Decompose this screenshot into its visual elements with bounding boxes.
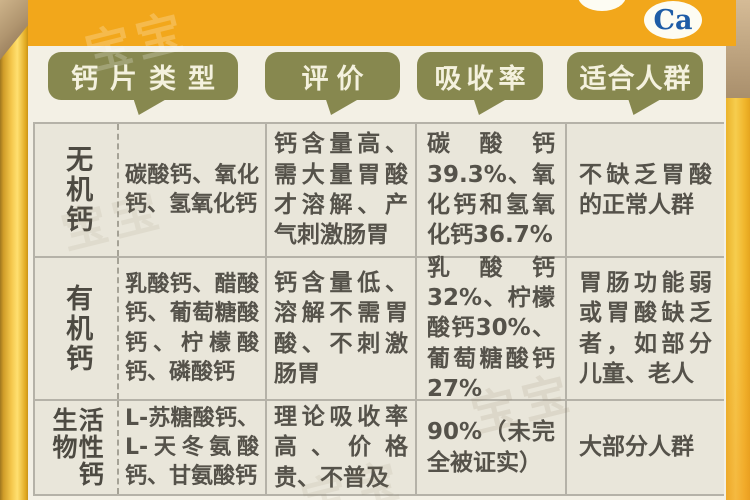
- suitable-text: 大部分人群: [579, 434, 694, 461]
- types-text: 碳酸钙、氧化钙、氢氧化钙: [125, 162, 259, 217]
- types-text: L-苏糖酸钙、L-天冬氨酸钙、甘氨酸钙: [125, 405, 259, 490]
- left-frame-edge: [0, 0, 28, 500]
- category-vertical-label: 有机钙: [61, 283, 93, 374]
- evaluation-cell: 钙含量低、溶解不需胃酸、不刺激肠胃: [265, 258, 415, 399]
- absorption-cell: 碳酸钙39.3%、氧化钙和氢氧化钙36.7%: [415, 124, 565, 256]
- partial-circle-decoration: [578, 0, 626, 11]
- column-header-absorption: 吸收率: [417, 52, 543, 100]
- category-label-cell: 生物 活性钙: [35, 401, 117, 494]
- suitable-cell: 不缺乏胃酸的正常人群: [565, 124, 724, 256]
- category-vertical-label: 无机钙: [61, 145, 93, 235]
- calcium-logo-text: Ca: [653, 4, 693, 36]
- category-label-text: 生物: [49, 407, 78, 461]
- evaluation-cell: 钙含量高、需大量胃酸才溶解、产气刺激肠胃: [265, 124, 415, 256]
- evaluation-text: 理论吸收率高、价格贵、不普及: [274, 403, 408, 491]
- absorption-text: 90%（未完全被证实）: [427, 419, 555, 476]
- suitable-cell: 大部分人群: [565, 401, 724, 494]
- category-label-text: 有机钙: [61, 283, 93, 374]
- evaluation-text: 钙含量低、溶解不需胃酸、不刺激肠胃: [274, 269, 408, 387]
- column-header-evaluation: 评价: [265, 52, 400, 100]
- column-header-type: 钙片类型: [48, 52, 238, 100]
- table-row-inorganic: 无机钙 碳酸钙、氧化钙、氢氧化钙 钙含量高、需大量胃酸才溶解、产气刺激肠胃 碳酸…: [35, 124, 724, 258]
- types-text: 乳酸钙、醋酸钙、葡萄糖酸钙、柠檬酸钙、磷酸钙: [125, 272, 259, 385]
- calcium-logo: Ca: [644, 1, 702, 39]
- comparison-table: 无机钙 碳酸钙、氧化钙、氢氧化钙 钙含量高、需大量胃酸才溶解、产气刺激肠胃 碳酸…: [33, 122, 724, 496]
- evaluation-cell: 理论吸收率高、价格贵、不普及: [265, 401, 415, 494]
- types-cell: L-苏糖酸钙、L-天冬氨酸钙、甘氨酸钙: [117, 401, 265, 494]
- absorption-text: 碳酸钙39.3%、氧化钙和氢氧化钙36.7%: [427, 131, 555, 249]
- category-label-text: 无机钙: [61, 145, 93, 235]
- evaluation-text: 钙含量高、需大量胃酸才溶解、产气刺激肠胃: [274, 131, 408, 249]
- suitable-cell: 胃肠功能弱或胃酸缺乏者，如部分儿童、老人: [565, 258, 724, 399]
- category-label-text: 活性钙: [75, 407, 105, 488]
- category-label-cell: 有机钙: [35, 258, 117, 399]
- types-cell: 乳酸钙、醋酸钙、葡萄糖酸钙、柠檬酸钙、磷酸钙: [117, 258, 265, 399]
- types-cell: 碳酸钙、氧化钙、氢氧化钙: [117, 124, 265, 256]
- top-banner: Ca: [28, 0, 736, 46]
- category-label-cell: 无机钙: [35, 124, 117, 256]
- table-row-bioactive: 生物 活性钙 L-苏糖酸钙、L-天冬氨酸钙、甘氨酸钙 理论吸收率高、价格贵、不普…: [35, 401, 724, 496]
- table-row-organic: 有机钙 乳酸钙、醋酸钙、葡萄糖酸钙、柠檬酸钙、磷酸钙 钙含量低、溶解不需胃酸、不…: [35, 255, 724, 402]
- absorption-text: 乳酸钙32%、柠檬酸钙30%、葡萄糖酸钙27%: [427, 254, 555, 403]
- category-vertical-label: 生物 活性钙: [49, 407, 105, 488]
- column-header-suitable: 适合人群: [567, 52, 703, 100]
- absorption-cell: 乳酸钙32%、柠檬酸钙30%、葡萄糖酸钙27%: [415, 255, 565, 402]
- absorption-cell: 90%（未完全被证实）: [415, 401, 565, 494]
- suitable-text: 不缺乏胃酸的正常人群: [579, 161, 712, 218]
- suitable-text: 胃肠功能弱或胃酸缺乏者，如部分儿童、老人: [579, 269, 712, 387]
